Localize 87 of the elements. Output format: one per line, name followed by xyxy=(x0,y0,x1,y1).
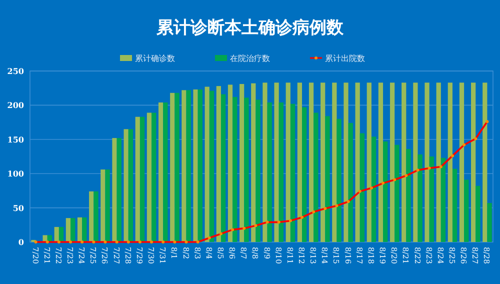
bar xyxy=(182,90,186,242)
bar xyxy=(186,90,191,242)
bar xyxy=(378,82,384,242)
bar xyxy=(394,144,400,242)
bar xyxy=(244,98,249,242)
bar xyxy=(216,86,221,242)
bar xyxy=(204,86,210,242)
bar xyxy=(262,82,268,242)
bar xyxy=(464,180,469,242)
bar xyxy=(429,156,434,242)
bar xyxy=(286,82,290,242)
bar xyxy=(146,112,152,242)
bar xyxy=(70,218,76,242)
bar xyxy=(274,82,279,242)
bar xyxy=(228,84,233,242)
y-tick-label: 100 xyxy=(7,168,24,179)
bar xyxy=(158,102,164,242)
bar xyxy=(308,82,314,242)
bar xyxy=(66,218,71,242)
bar xyxy=(54,226,59,242)
legend-label: 累计出院数 xyxy=(325,54,365,63)
legend-label: 累计确诊数 xyxy=(135,54,175,63)
bar xyxy=(487,203,492,242)
bar xyxy=(170,92,175,242)
bar xyxy=(82,217,87,242)
bar xyxy=(152,112,156,242)
bar xyxy=(406,148,411,242)
bar xyxy=(77,217,82,242)
bar xyxy=(371,136,376,242)
bar xyxy=(251,83,256,242)
bar xyxy=(193,89,198,242)
bar xyxy=(58,226,64,242)
bar xyxy=(440,158,446,242)
bar xyxy=(89,191,94,242)
bar xyxy=(471,82,476,242)
bar xyxy=(290,104,296,242)
bar xyxy=(198,89,202,242)
bar xyxy=(100,169,106,242)
bar xyxy=(140,116,145,242)
bar xyxy=(366,82,372,242)
y-tick-label: 50 xyxy=(12,202,24,213)
bar xyxy=(240,84,244,242)
bar xyxy=(436,82,441,242)
bar xyxy=(302,107,307,242)
bar xyxy=(220,94,226,242)
bar xyxy=(105,169,110,242)
bar xyxy=(325,116,330,242)
line-series xyxy=(34,120,489,244)
y-tick-label: 250 xyxy=(7,66,24,76)
bar xyxy=(256,100,260,242)
bar xyxy=(94,191,98,242)
bar xyxy=(267,102,272,242)
bar xyxy=(112,138,117,242)
y-tick-label: 200 xyxy=(7,100,24,110)
bar xyxy=(332,82,337,242)
bar xyxy=(383,141,388,242)
legend-label: 在院治疗数 xyxy=(230,54,270,63)
chart-title: 累计诊断本土确诊病例数 xyxy=(156,18,344,38)
bar xyxy=(124,129,128,242)
bar xyxy=(476,186,480,242)
bar xyxy=(232,96,238,242)
y-tick-label: 150 xyxy=(7,134,24,144)
bar xyxy=(320,82,326,242)
bar xyxy=(163,102,168,242)
bar xyxy=(452,168,458,242)
bar xyxy=(355,82,360,242)
bar xyxy=(418,154,422,242)
bar xyxy=(348,122,353,242)
bar xyxy=(297,82,302,242)
bar xyxy=(424,82,430,242)
bar xyxy=(344,82,348,242)
bar xyxy=(174,92,180,242)
bar xyxy=(413,82,418,242)
y-tick-label: 0 xyxy=(18,237,24,247)
bar xyxy=(314,112,318,242)
bar xyxy=(390,82,395,242)
bar xyxy=(128,129,134,242)
bar xyxy=(482,82,488,242)
bar xyxy=(135,116,140,242)
bar xyxy=(360,133,365,242)
bar xyxy=(278,102,284,242)
bar xyxy=(448,82,452,242)
bar xyxy=(336,118,342,242)
bar xyxy=(209,90,214,242)
bar xyxy=(402,82,406,242)
bar xyxy=(116,138,122,242)
bar xyxy=(459,82,464,242)
